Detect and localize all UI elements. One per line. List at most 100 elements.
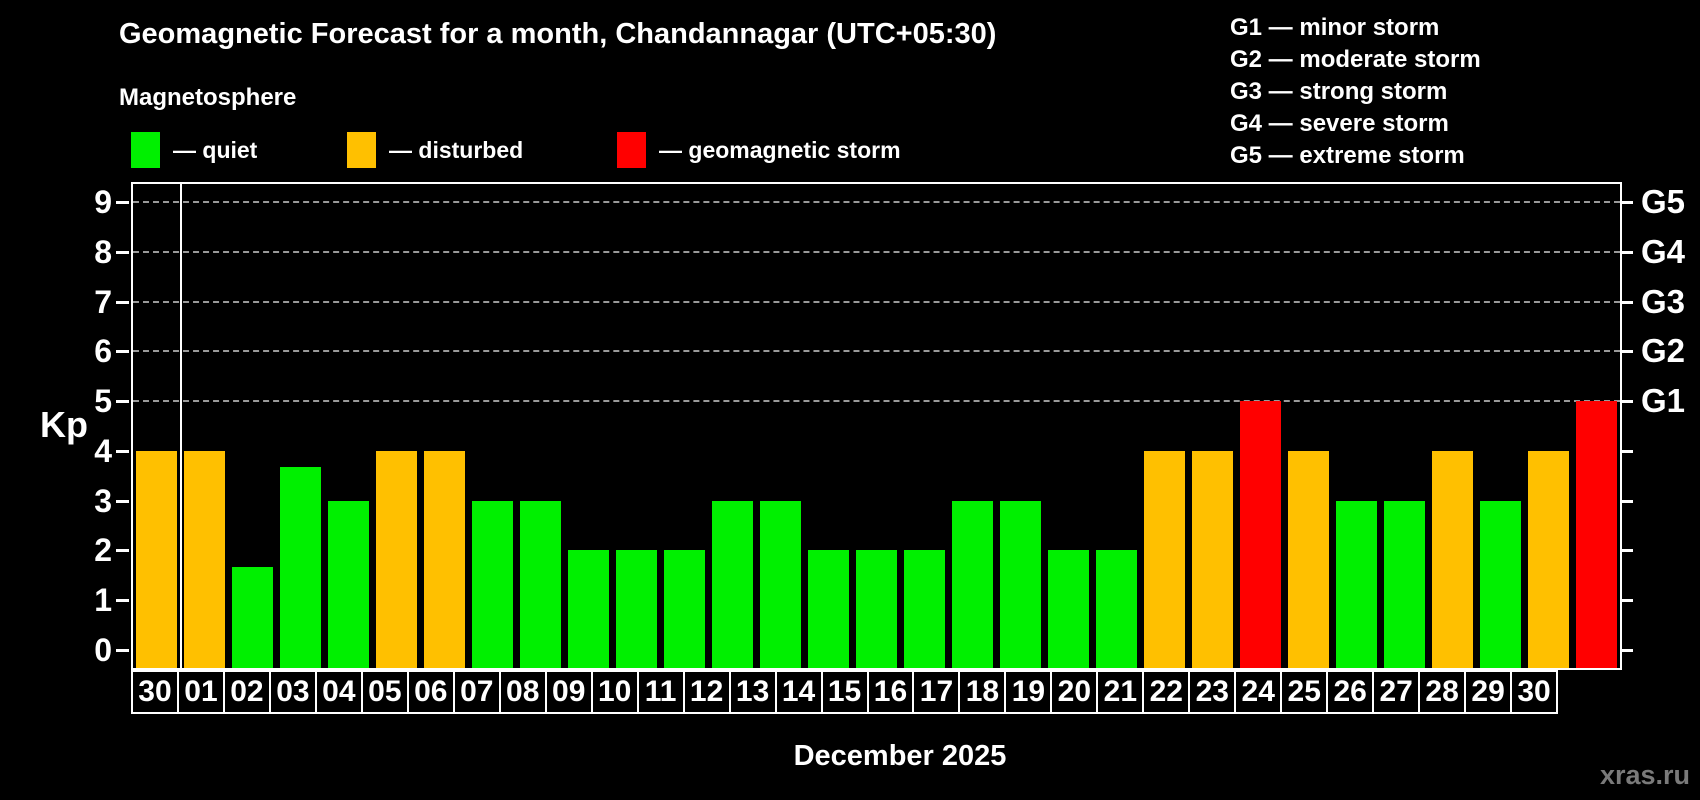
gridline-kp6: [133, 350, 1620, 353]
bar-day-23: [1239, 401, 1281, 668]
bar-day-27: [1431, 450, 1473, 668]
x-label-box-day-22: 22: [1142, 670, 1191, 714]
x-label-box-day-18: 18: [958, 670, 1007, 714]
x-label-box-day-16: 16: [866, 670, 915, 714]
g-legend-line-g4: G4 — severe storm: [1230, 110, 1449, 137]
y-tick-right-3: [1620, 499, 1633, 503]
right-axis-label-g5: G5: [1641, 182, 1686, 220]
bar-day-14: [808, 550, 850, 668]
right-axis-label-g3: G3: [1641, 282, 1686, 320]
legend-label-disturbed: — disturbed: [389, 136, 524, 163]
y-tick-left-2: [116, 549, 129, 553]
g-legend-line-g1: G1 — minor storm: [1230, 14, 1440, 41]
x-label-box-day-28: 28: [1418, 670, 1467, 714]
bar-day-26: [1383, 500, 1425, 668]
x-label-box-day-07: 07: [452, 670, 501, 714]
page-title: Geomagnetic Forecast for a month, Chanda…: [119, 18, 997, 50]
x-label-box-day-10: 10: [590, 670, 639, 714]
x-axis-day-labels: 30 01 02 03 04 05 06 07 08 09 10 11 12 13 14 15 16 17 18 19…: [131, 670, 1559, 714]
y-tick-left-6: [116, 350, 129, 354]
bar-day-28: [1479, 500, 1521, 668]
bar-day-21: [1143, 450, 1185, 668]
x-label-box-day-01: 01: [176, 670, 225, 714]
bar-day-09: [568, 550, 610, 668]
g-legend-line-g2: G2 — moderate storm: [1230, 46, 1481, 73]
g-legend-line-g3: G3 — strong storm: [1230, 78, 1448, 105]
bar-day-17: [951, 500, 993, 668]
watermark: xras.ru: [1599, 760, 1690, 790]
legend-item-quiet: — quiet: [131, 131, 257, 169]
legend-label-storm: — geomagnetic storm: [659, 136, 901, 163]
x-label-box-day-14: 14: [774, 670, 823, 714]
y-tick-left-1: [116, 599, 129, 603]
x-label-box-day-19: 19: [1004, 670, 1053, 714]
x-label-box-day-13: 13: [728, 670, 777, 714]
y-tick-label-7: 7: [94, 283, 112, 320]
g-legend-line-g5: G5 — extreme storm: [1230, 142, 1465, 169]
y-tick-left-5: [116, 400, 129, 404]
y-tick-right-5: [1620, 400, 1633, 404]
x-label-box-day-27: 27: [1372, 670, 1421, 714]
bar-day-03: [280, 467, 322, 668]
bar-day-30: [136, 450, 178, 668]
y-tick-right-8: [1620, 250, 1633, 254]
x-label-box-day-03: 03: [268, 670, 317, 714]
x-label-box-day-24: 24: [1234, 670, 1283, 714]
y-tick-label-3: 3: [94, 482, 112, 519]
y-tick-left-8: [116, 250, 129, 254]
y-tick-left-3: [116, 499, 129, 503]
x-label-box-day-21: 21: [1096, 670, 1145, 714]
y-axis-label: Kp: [40, 404, 88, 445]
bar-day-30: [1575, 401, 1617, 668]
y-tick-left-0: [116, 649, 129, 652]
x-label-box-day-20: 20: [1050, 670, 1099, 714]
x-label-box-day-08: 08: [498, 670, 547, 714]
bar-day-25: [1335, 500, 1377, 668]
y-tick-right-7: [1620, 300, 1633, 304]
y-tick-right-6: [1620, 350, 1633, 354]
bar-day-11: [664, 550, 706, 668]
x-axis-title: December 2025: [793, 740, 1007, 772]
y-tick-left-9: [116, 200, 129, 204]
x-label-box-day-09: 09: [544, 670, 593, 714]
y-tick-label-6: 6: [94, 333, 112, 370]
bar-day-13: [760, 500, 802, 668]
bar-day-22: [1191, 450, 1233, 668]
legend-item-disturbed: — disturbed: [347, 131, 523, 169]
legend-label-quiet: — quiet: [173, 136, 258, 163]
g-scale-legend: G1 — minor storm G2 — moderate storm G3 …: [1230, 12, 1481, 172]
x-label-box-day-11: 11: [636, 670, 685, 714]
chart-subtitle: Magnetosphere: [119, 84, 297, 111]
bar-day-05: [376, 450, 418, 668]
x-label-box-day-04: 04: [314, 670, 363, 714]
y-tick-right-0: [1620, 649, 1633, 652]
y-tick-left-7: [116, 300, 129, 304]
storm-color-swatch: [617, 132, 646, 168]
right-axis-label-g4: G4: [1641, 232, 1686, 270]
bar-day-12: [712, 500, 754, 668]
x-label-box-day-25: 25: [1280, 670, 1329, 714]
x-label-box-day-05: 05: [360, 670, 409, 714]
y-tick-right-1: [1620, 599, 1633, 603]
y-tick-label-8: 8: [94, 233, 112, 270]
gridline-kp7: [133, 300, 1620, 303]
chart-plot-area: 0 1 2 3 4 5 6 7 8 9 G1 G2 G3 G4 G5: [94, 182, 1685, 670]
x-label-box-day-12: 12: [682, 670, 731, 714]
month-separator-line: [179, 184, 182, 668]
legend-item-storm: — geomagnetic storm: [617, 131, 901, 169]
y-tick-label-1: 1: [94, 582, 112, 619]
bar-day-24: [1287, 450, 1329, 668]
x-label-box-day-30: 30: [131, 670, 179, 714]
y-tick-label-9: 9: [94, 183, 112, 220]
bar-day-16: [903, 550, 945, 668]
y-tick-label-0: 0: [94, 632, 112, 668]
right-axis-label-g2: G2: [1641, 332, 1686, 370]
bar-day-18: [999, 500, 1041, 668]
bar-day-15: [856, 550, 897, 668]
right-axis-label-g1: G1: [1641, 382, 1686, 420]
y-tick-left-4: [116, 449, 129, 453]
bar-day-08: [520, 500, 562, 668]
bar-day-02: [232, 566, 274, 668]
gridline-kp9: [133, 200, 1620, 203]
x-label-box-day-02: 02: [222, 670, 271, 714]
